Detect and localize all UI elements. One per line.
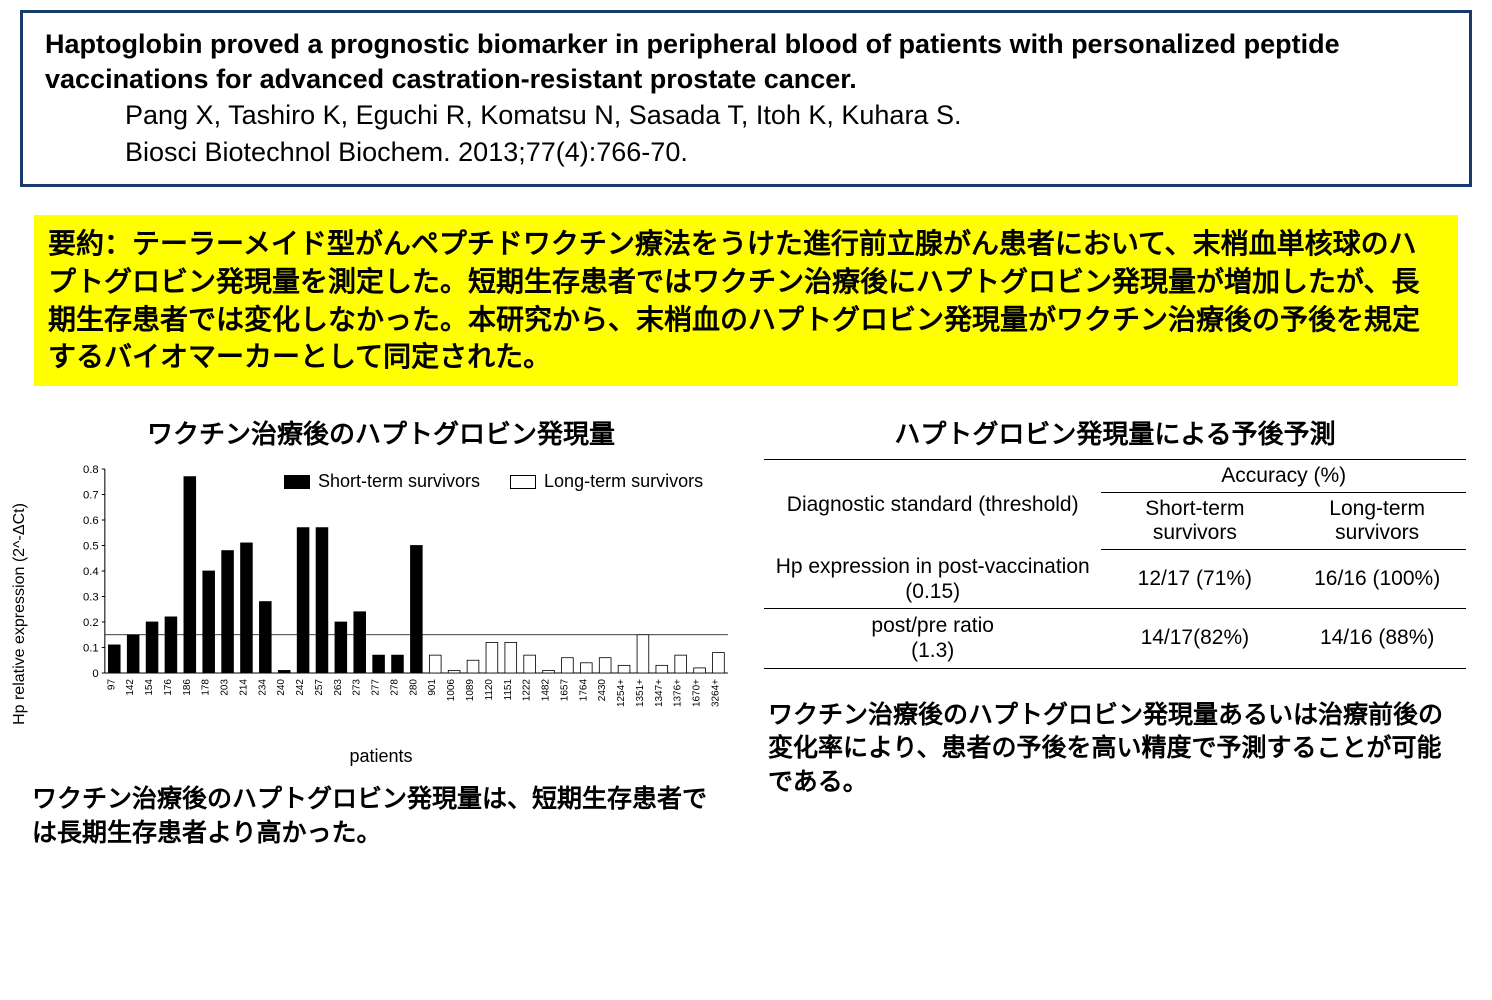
svg-text:234: 234 bbox=[257, 679, 268, 696]
chart-svg: 0 0.1 0.2 0.3 0.4 0.5 0.6 0.7 0.8 97 142 154 176 186 1… bbox=[74, 465, 732, 715]
table-row: post/pre ratio(1.3)14/17(82%)14/16 (88%) bbox=[764, 609, 1466, 668]
plot-area: 0 0.1 0.2 0.3 0.4 0.5 0.6 0.7 0.8 97 142 154 176 186 1… bbox=[74, 465, 732, 715]
svg-text:0.6: 0.6 bbox=[83, 515, 99, 527]
svg-text:0.5: 0.5 bbox=[83, 541, 99, 553]
chart-title: ワクチン治療後のハプトグロビン発現量 bbox=[26, 414, 736, 451]
svg-text:1151: 1151 bbox=[503, 679, 514, 701]
citation-title: Haptoglobin proved a prognostic biomarke… bbox=[45, 27, 1447, 97]
summary-prefix: 要約： bbox=[48, 228, 132, 259]
table-header-accuracy: Accuracy (%) bbox=[1101, 460, 1466, 493]
svg-text:0.3: 0.3 bbox=[83, 592, 99, 604]
summary-body: テーラーメイド型がんペプチドワクチン療法をうけた進行前立腺がん患者において、末梢… bbox=[48, 228, 1420, 372]
table-title: ハプトグロビン発現量による予後予測 bbox=[764, 414, 1466, 451]
table-row-label: post/pre ratio(1.3) bbox=[764, 609, 1101, 668]
svg-text:1764: 1764 bbox=[578, 679, 589, 702]
svg-text:1351+: 1351+ bbox=[635, 679, 646, 707]
chart-caption: ワクチン治療後のハプトグロビン発現量は、短期生存患者では長期生存患者より高かった… bbox=[26, 783, 736, 851]
svg-text:203: 203 bbox=[219, 679, 230, 696]
svg-text:0.8: 0.8 bbox=[83, 465, 99, 476]
svg-text:1482: 1482 bbox=[540, 679, 551, 702]
table-header-short: Short-term survivors bbox=[1101, 493, 1288, 550]
left-column: ワクチン治療後のハプトグロビン発現量 Hp relative expressio… bbox=[26, 414, 736, 851]
svg-text:0.4: 0.4 bbox=[83, 566, 99, 578]
svg-text:3264+: 3264+ bbox=[710, 679, 721, 707]
svg-text:1347+: 1347+ bbox=[654, 679, 665, 707]
table-cell-short: 12/17 (71%) bbox=[1101, 550, 1288, 609]
svg-text:214: 214 bbox=[238, 679, 249, 696]
svg-text:1222: 1222 bbox=[522, 679, 533, 702]
lower-section: ワクチン治療後のハプトグロビン発現量 Hp relative expressio… bbox=[26, 414, 1466, 851]
table-header-diagnostic: Diagnostic standard (threshold) bbox=[764, 460, 1101, 550]
legend-swatch-white bbox=[510, 475, 536, 489]
svg-text:240: 240 bbox=[276, 679, 287, 696]
summary-box: 要約：テーラーメイド型がんペプチドワクチン療法をうけた進行前立腺がん患者において… bbox=[34, 215, 1458, 386]
svg-text:1006: 1006 bbox=[446, 679, 457, 702]
svg-text:1376+: 1376+ bbox=[673, 679, 684, 707]
svg-text:901: 901 bbox=[427, 679, 438, 696]
svg-text:278: 278 bbox=[389, 679, 400, 696]
svg-text:186: 186 bbox=[182, 679, 193, 696]
legend-short: Short-term survivors bbox=[284, 471, 480, 492]
table-cell-long: 14/16 (88%) bbox=[1288, 609, 1466, 668]
svg-text:2430: 2430 bbox=[597, 679, 608, 702]
svg-text:1254+: 1254+ bbox=[616, 679, 627, 707]
svg-text:277: 277 bbox=[370, 679, 381, 696]
svg-text:0.2: 0.2 bbox=[83, 617, 99, 629]
svg-text:176: 176 bbox=[163, 679, 174, 696]
svg-text:97: 97 bbox=[106, 679, 117, 690]
right-column: ハプトグロビン発現量による予後予測 Diagnostic standard (t… bbox=[764, 414, 1466, 851]
svg-text:1670+: 1670+ bbox=[691, 679, 702, 707]
table-row-label: Hp expression in post-vaccination (0.15) bbox=[764, 550, 1101, 609]
svg-text:257: 257 bbox=[314, 679, 325, 696]
svg-text:0.7: 0.7 bbox=[83, 490, 99, 502]
accuracy-table: Diagnostic standard (threshold) Accuracy… bbox=[764, 459, 1466, 668]
legend-long: Long-term survivors bbox=[510, 471, 703, 492]
svg-text:280: 280 bbox=[408, 679, 419, 696]
svg-text:1120: 1120 bbox=[484, 679, 495, 701]
legend-short-label: Short-term survivors bbox=[318, 471, 480, 492]
svg-text:142: 142 bbox=[125, 679, 136, 696]
bar-chart: Hp relative expression (2^-ΔCt) 00.10.20… bbox=[26, 459, 736, 769]
x-axis-label: patients bbox=[26, 746, 736, 767]
table-cell-short: 14/17(82%) bbox=[1101, 609, 1288, 668]
citation-journal: Biosci Biotechnol Biochem. 2013;77(4):76… bbox=[45, 134, 1447, 170]
svg-text:1657: 1657 bbox=[559, 679, 570, 702]
y-axis-label: Hp relative expression (2^-ΔCt) bbox=[11, 503, 29, 725]
legend-swatch-black bbox=[284, 475, 310, 489]
svg-text:0: 0 bbox=[92, 668, 98, 680]
citation-authors: Pang X, Tashiro K, Eguchi R, Komatsu N, … bbox=[45, 97, 1447, 133]
table-caption: ワクチン治療後のハプトグロビン発現量あるいは治療前後の変化率により、患者の予後を… bbox=[764, 699, 1466, 800]
svg-text:273: 273 bbox=[352, 679, 363, 696]
svg-text:178: 178 bbox=[201, 679, 212, 696]
table-cell-long: 16/16 (100%) bbox=[1288, 550, 1466, 609]
legend-long-label: Long-term survivors bbox=[544, 471, 703, 492]
svg-text:154: 154 bbox=[144, 679, 155, 696]
svg-text:263: 263 bbox=[333, 679, 344, 696]
svg-text:0.1: 0.1 bbox=[83, 643, 99, 655]
svg-text:1089: 1089 bbox=[465, 679, 476, 702]
table-row: Hp expression in post-vaccination (0.15)… bbox=[764, 550, 1466, 609]
citation-box: Haptoglobin proved a prognostic biomarke… bbox=[20, 10, 1472, 187]
svg-text:242: 242 bbox=[295, 679, 306, 696]
chart-legend: Short-term survivors Long-term survivors bbox=[284, 471, 703, 492]
table-header-long: Long-term survivors bbox=[1288, 493, 1466, 550]
